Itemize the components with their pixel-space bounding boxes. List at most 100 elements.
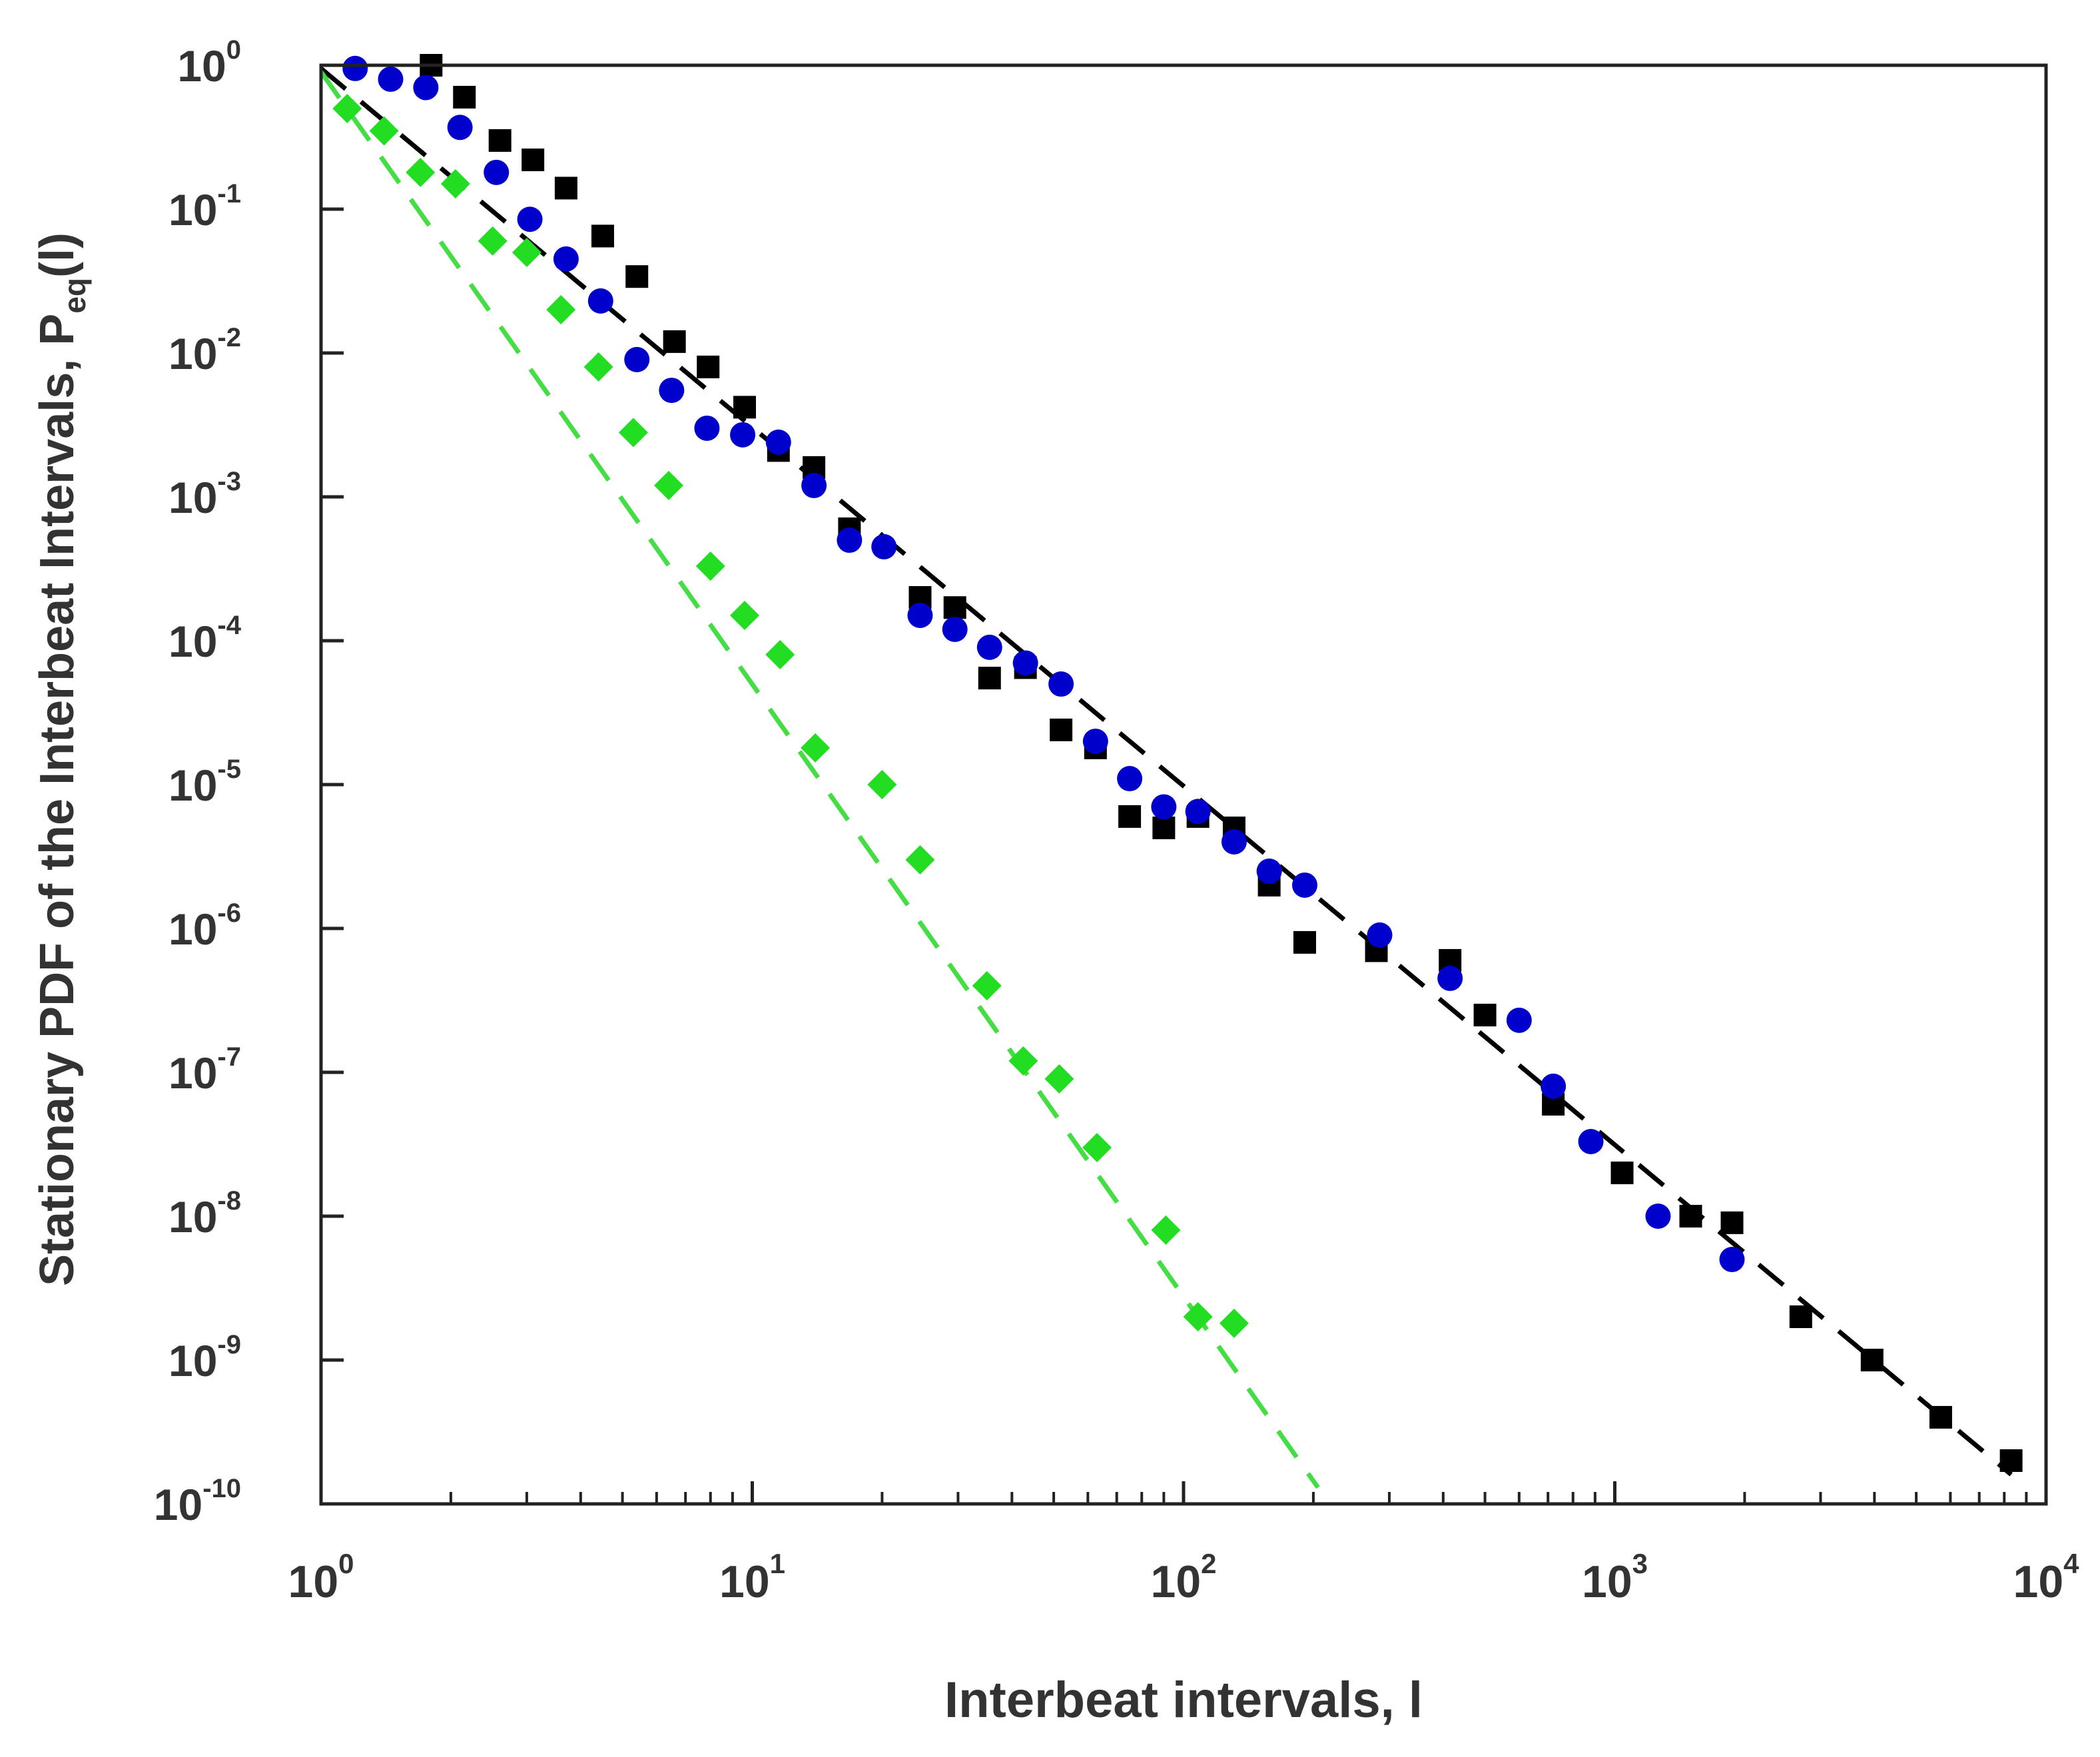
circle-point	[1719, 1247, 1745, 1273]
square-point	[663, 330, 686, 353]
y-tick-base: 10	[169, 329, 217, 378]
circle-point	[484, 159, 510, 185]
circle-point	[1082, 728, 1108, 754]
y-tick-base: 10	[169, 1048, 217, 1098]
axes: 100 101 102 103 10410010-110-210-310-410-510…	[154, 35, 2079, 1607]
square-point	[733, 396, 757, 419]
circle-point	[1048, 671, 1074, 697]
circle-point	[1506, 1007, 1532, 1033]
square-point	[1152, 817, 1176, 840]
diamond-point	[972, 970, 1002, 1000]
circle-point	[517, 206, 543, 232]
diamond-point	[1082, 1132, 1112, 1162]
square-point	[625, 265, 649, 288]
x-tick-exponent: 4	[2063, 1548, 2079, 1579]
circle-point	[1437, 965, 1463, 991]
circle-point	[342, 55, 368, 81]
square-point	[697, 355, 720, 378]
y-tick-base: 10	[169, 617, 217, 666]
square-point	[1929, 1405, 1952, 1429]
circle-point	[942, 616, 968, 642]
x-tick-base: 10	[1582, 1557, 1632, 1607]
x-tick-exponent: 1	[770, 1548, 785, 1579]
y-tick-base: 10	[169, 904, 217, 954]
x-tick-exponent: 0	[338, 1548, 354, 1579]
square-point	[1789, 1305, 1812, 1328]
y-tick-label: 10-10	[154, 1474, 241, 1529]
diamond-point	[583, 352, 613, 382]
diamond-point	[1219, 1308, 1249, 1338]
diamond-point	[1183, 1301, 1213, 1331]
circle-point	[1012, 650, 1038, 676]
fit-line	[319, 67, 2013, 1477]
square-point	[1860, 1349, 1884, 1371]
x-tick-base: 10	[1151, 1557, 1202, 1607]
square-point	[522, 149, 545, 172]
x-tick-label: 101	[719, 1548, 785, 1607]
circle-point	[907, 602, 933, 628]
diamond-point	[406, 157, 436, 187]
circle-point	[730, 422, 756, 448]
y-tick-exponent: -1	[217, 179, 241, 208]
diamond-point	[730, 600, 760, 630]
y-tick-exponent: -8	[217, 1186, 241, 1216]
circle-point	[1185, 799, 1211, 825]
x-axis-label: Interbeat intervals, l	[944, 1672, 1423, 1728]
x-tick-base: 10	[288, 1557, 339, 1607]
circle-point	[1578, 1129, 1604, 1155]
diamond-point	[765, 639, 795, 669]
square-point	[554, 176, 577, 200]
diamond-point	[654, 470, 684, 500]
diamond-point	[369, 116, 399, 146]
square-point	[1473, 1004, 1497, 1027]
diamond-point	[332, 94, 362, 124]
circle-point	[587, 288, 613, 314]
y-tick-base: 10	[169, 473, 217, 522]
diamond-point	[440, 169, 470, 198]
y-axis-label: Stationary PDF of the Interbeat Interval…	[31, 232, 92, 1286]
circle-point	[837, 527, 863, 553]
circle-point	[1645, 1204, 1671, 1229]
x-tick-base: 10	[719, 1557, 770, 1607]
circle-point	[624, 346, 650, 372]
circle-point	[553, 246, 579, 272]
square-point	[1050, 718, 1073, 741]
square-point	[1610, 1161, 1634, 1184]
diamond-point	[478, 226, 508, 256]
diamond-point	[867, 770, 897, 799]
square-point	[1293, 930, 1316, 954]
data-points	[332, 54, 2023, 1472]
y-tick-base: 10	[169, 185, 217, 234]
circle-point	[871, 533, 897, 559]
square-point	[1679, 1205, 1702, 1228]
diamond-point	[1044, 1064, 1074, 1094]
y-tick-exponent: -10	[202, 1474, 241, 1503]
square-point	[943, 596, 966, 619]
circle-point	[801, 472, 827, 498]
x-tick-label: 104	[2013, 1548, 2080, 1607]
y-tick-label: 10-1	[169, 179, 241, 234]
x-tick-exponent: 2	[1201, 1548, 1216, 1579]
circle-point	[976, 634, 1002, 660]
x-tick-exponent: 3	[1632, 1548, 1648, 1579]
circle-point	[447, 115, 473, 141]
y-tick-base: 10	[169, 1192, 217, 1241]
x-tick-base: 10	[2013, 1557, 2064, 1607]
diamond-point	[546, 294, 576, 324]
square-point	[978, 667, 1001, 690]
circle-point	[1256, 859, 1282, 884]
circle-point	[1117, 766, 1143, 792]
y-tick-label: 10-8	[169, 1186, 241, 1241]
circle-point	[378, 66, 404, 92]
diamond-point	[618, 418, 648, 448]
x-tick-label: 100	[288, 1548, 354, 1607]
square-point	[1999, 1449, 2023, 1472]
y-axis-label-main: Stationary PDF of the Interbeat Interval…	[31, 314, 84, 1286]
fit-line	[319, 70, 1320, 1489]
y-tick-exponent: -9	[217, 1330, 241, 1359]
y-tick-exponent: -7	[217, 1042, 241, 1072]
y-tick-label: 100	[177, 35, 241, 91]
fit-lines	[319, 67, 2013, 1489]
circle-point	[659, 378, 685, 404]
